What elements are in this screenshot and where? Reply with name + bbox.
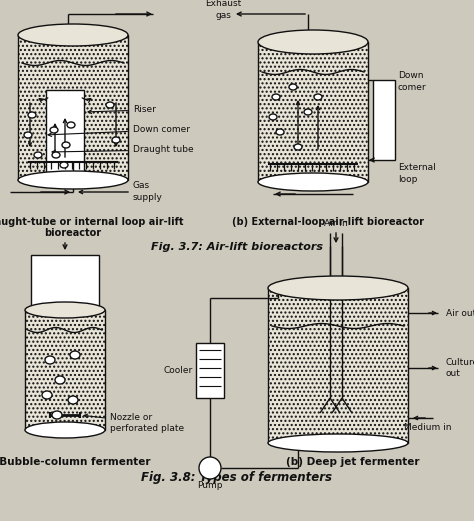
Text: supply: supply xyxy=(133,193,163,203)
Text: Fig. 3.8: Types of fermenters: Fig. 3.8: Types of fermenters xyxy=(142,472,332,485)
Text: (b) Deep jet fermenter: (b) Deep jet fermenter xyxy=(286,457,420,467)
Ellipse shape xyxy=(25,422,105,438)
Bar xyxy=(25,310,105,430)
Ellipse shape xyxy=(67,122,75,128)
Ellipse shape xyxy=(55,376,65,384)
Bar xyxy=(258,42,368,182)
Ellipse shape xyxy=(112,137,120,143)
Text: loop: loop xyxy=(398,175,418,183)
FancyArrowPatch shape xyxy=(82,98,91,103)
Text: External: External xyxy=(398,164,436,172)
Text: (b) External-loop air-lift bioreactor: (b) External-loop air-lift bioreactor xyxy=(232,217,424,227)
Circle shape xyxy=(199,457,221,479)
Text: Culture
out: Culture out xyxy=(446,358,474,378)
Ellipse shape xyxy=(34,152,42,158)
Ellipse shape xyxy=(18,171,128,189)
Bar xyxy=(196,343,224,398)
Ellipse shape xyxy=(24,132,32,138)
Text: Gas: Gas xyxy=(133,181,150,191)
Bar xyxy=(18,35,128,180)
FancyArrowPatch shape xyxy=(39,98,48,103)
Ellipse shape xyxy=(294,144,302,150)
Ellipse shape xyxy=(70,351,80,359)
Text: Cooler: Cooler xyxy=(164,366,193,375)
Text: Down comer: Down comer xyxy=(48,126,190,137)
Text: Nozzle or
perforated plate: Nozzle or perforated plate xyxy=(84,413,184,433)
Ellipse shape xyxy=(52,152,60,158)
Ellipse shape xyxy=(50,127,58,133)
Text: Medium in: Medium in xyxy=(404,424,452,432)
Text: (a) Bubble-column fermenter: (a) Bubble-column fermenter xyxy=(0,457,151,467)
Ellipse shape xyxy=(269,114,277,120)
Ellipse shape xyxy=(68,396,78,404)
Ellipse shape xyxy=(60,162,68,168)
Ellipse shape xyxy=(268,276,408,300)
Text: bioreactor: bioreactor xyxy=(45,228,101,238)
Text: Air out: Air out xyxy=(446,308,474,317)
Bar xyxy=(46,90,84,172)
Text: (a) Draught-tube or internal loop air-lift: (a) Draught-tube or internal loop air-li… xyxy=(0,217,183,227)
Ellipse shape xyxy=(258,30,368,54)
Ellipse shape xyxy=(18,24,128,46)
Ellipse shape xyxy=(289,84,297,90)
Ellipse shape xyxy=(25,302,105,318)
Text: gas: gas xyxy=(215,11,231,20)
Ellipse shape xyxy=(62,142,70,148)
Text: Pump: Pump xyxy=(197,481,223,490)
Ellipse shape xyxy=(42,391,52,399)
Text: Exhaust: Exhaust xyxy=(205,0,241,8)
Text: Down: Down xyxy=(398,70,423,80)
Ellipse shape xyxy=(52,411,62,419)
Ellipse shape xyxy=(258,173,368,191)
Ellipse shape xyxy=(314,94,322,100)
Text: Draught tube: Draught tube xyxy=(52,145,193,155)
Bar xyxy=(31,255,99,310)
Ellipse shape xyxy=(304,109,312,115)
Ellipse shape xyxy=(45,356,55,364)
Ellipse shape xyxy=(268,434,408,452)
Ellipse shape xyxy=(106,102,114,108)
Ellipse shape xyxy=(276,129,284,135)
Text: Riser: Riser xyxy=(88,105,156,115)
Ellipse shape xyxy=(272,94,280,100)
Text: Air in: Air in xyxy=(324,218,348,228)
Text: comer: comer xyxy=(398,82,427,92)
Bar xyxy=(268,288,408,443)
Bar xyxy=(373,80,395,160)
Text: Fig. 3.7: Air-lift bioreactors: Fig. 3.7: Air-lift bioreactors xyxy=(151,242,323,252)
Ellipse shape xyxy=(28,112,36,118)
